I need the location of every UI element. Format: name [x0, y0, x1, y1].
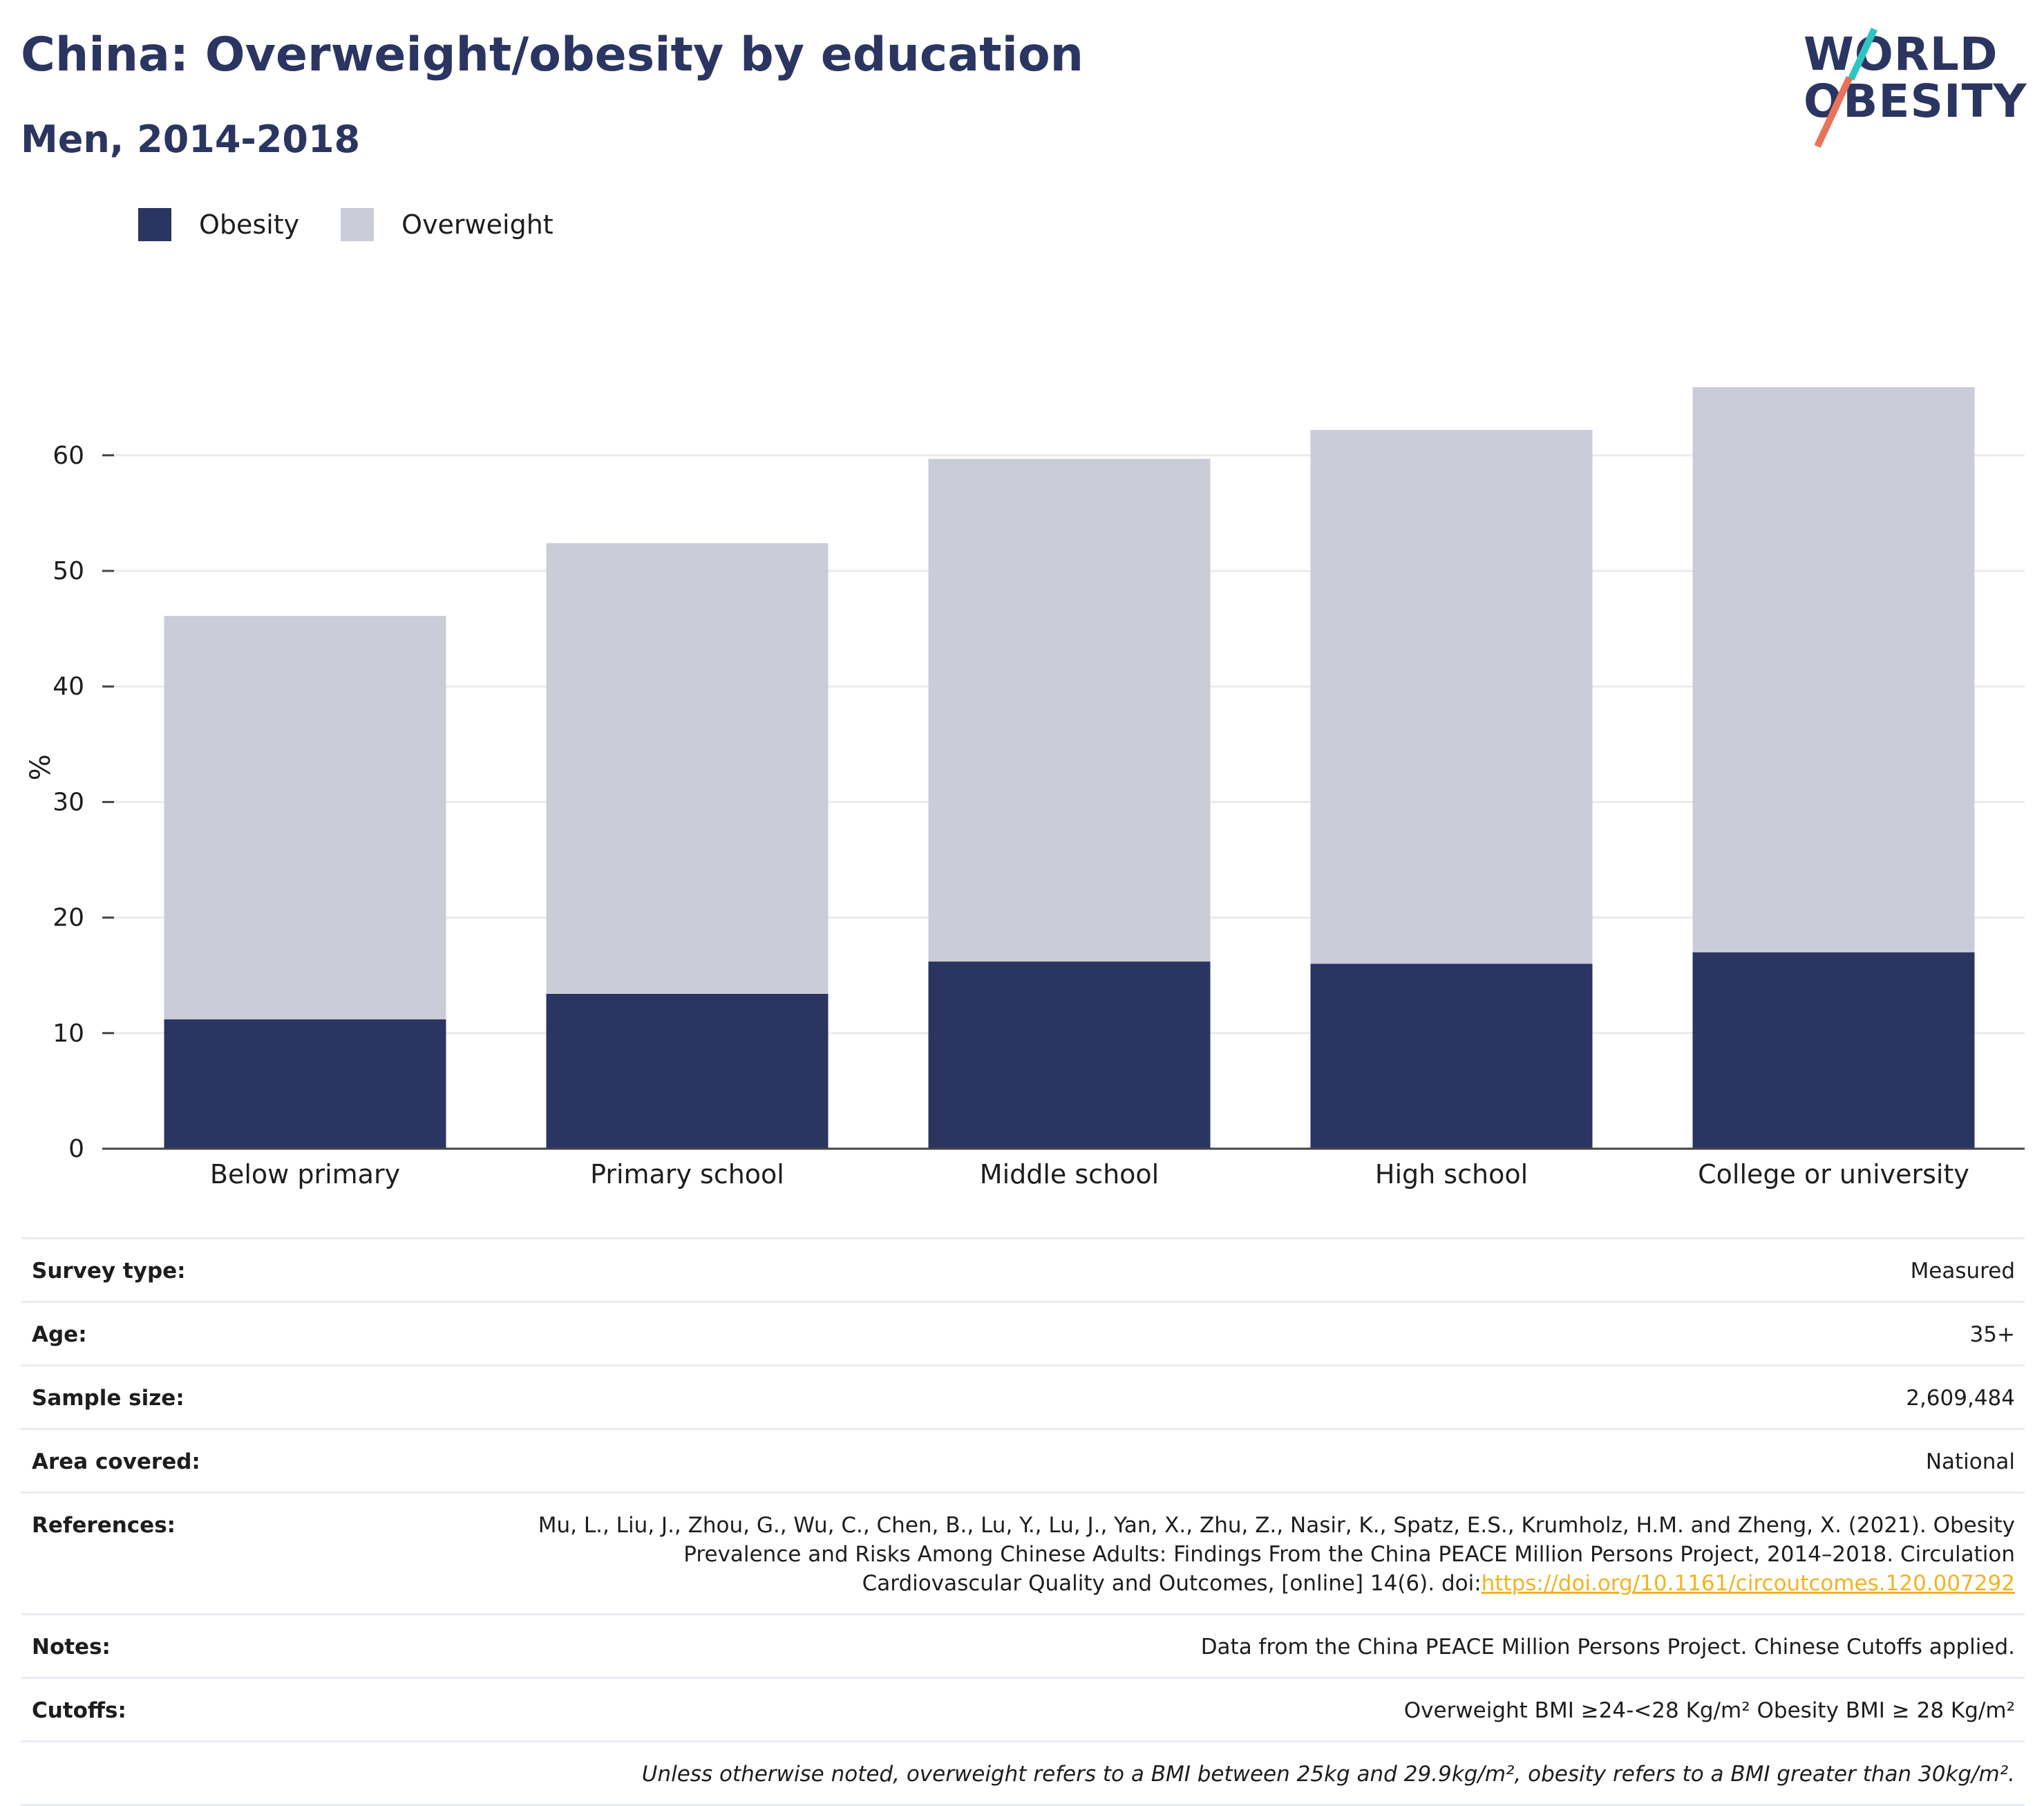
info-row-cutoffs: Cutoffs: Overweight BMI ≥24-<28 Kg/m² Ob…: [21, 1677, 2025, 1740]
info-key: Age:: [32, 1322, 87, 1347]
info-key: Survey type:: [32, 1259, 186, 1283]
bar-obesity-college-or-university: [1692, 952, 1975, 1149]
info-value: 2,609,484: [1906, 1386, 2015, 1411]
references-text: Mu, L., Liu, J., Zhou, G., Wu, C., Chen,…: [322, 1511, 2015, 1598]
info-key: Sample size:: [32, 1386, 184, 1411]
chart-legend: Obesity Overweight: [138, 207, 595, 242]
info-row-sample-size: Sample size: 2,609,484: [21, 1364, 2025, 1428]
y-tick-label: 20: [53, 904, 84, 932]
x-tick-label: High school: [1375, 1159, 1528, 1189]
bar-overweight-middle-school: [928, 458, 1211, 962]
bar-obesity-below-primary: [164, 1019, 446, 1149]
y-tick-label: 40: [53, 672, 84, 701]
survey-info-table: Survey type: Measured Age: 35+ Sample si…: [21, 1237, 2025, 1806]
y-tick-label: 0: [68, 1135, 84, 1163]
chart-title: China: Overweight/obesity by education: [21, 28, 1084, 82]
logo-text-world: WORLD: [1804, 28, 1998, 81]
references-line-3: Cardiovascular Quality and Outcomes, [on…: [862, 1571, 1482, 1596]
info-key: Area covered:: [32, 1449, 200, 1474]
x-tick-label: College or university: [1698, 1159, 1969, 1189]
y-tick-label: 60: [53, 442, 84, 470]
chart-subtitle: Men, 2014-2018: [21, 117, 361, 161]
bar-obesity-middle-school: [928, 961, 1211, 1149]
info-key: Cutoffs:: [32, 1698, 126, 1723]
bar-obesity-high-school: [1310, 963, 1593, 1149]
info-value: National: [1925, 1449, 2015, 1474]
info-row-notes: Notes: Data from the China PEACE Million…: [21, 1613, 2025, 1677]
legend-label-obesity: Obesity: [199, 209, 300, 240]
legend-item-obesity[interactable]: Obesity: [138, 208, 299, 241]
references-doi-link[interactable]: https://doi.org/10.1161/circoutcomes.120…: [1481, 1571, 2015, 1596]
info-row-age: Age: 35+: [21, 1301, 2025, 1364]
bar-overweight-below-primary: [164, 616, 446, 1019]
info-row-survey-type: Survey type: Measured: [21, 1237, 2025, 1301]
x-tick-label: Below primary: [210, 1159, 400, 1189]
info-key: Notes:: [32, 1635, 111, 1659]
info-key: References:: [32, 1513, 176, 1538]
world-obesity-logo: WORLD OBESITY: [1804, 28, 2032, 148]
y-axis-label: %: [25, 754, 57, 780]
bar-obesity-primary-school: [546, 993, 829, 1149]
footnote: Unless otherwise noted, overweight refer…: [21, 1740, 2025, 1806]
x-tick-label: Middle school: [980, 1159, 1159, 1189]
stacked-bar-chart: 0 10 20 30 40 50 60% Below primary Primary schoo…: [25, 387, 2025, 1189]
legend-item-overweight[interactable]: Overweight: [341, 208, 553, 241]
bar-overweight-college-or-university: [1692, 387, 1975, 952]
info-value: Data from the China PEACE Million Person…: [1200, 1635, 2015, 1659]
info-row-area-covered: Area covered: National: [21, 1428, 2025, 1492]
info-row-references: References: Mu, L., Liu, J., Zhou, G., W…: [21, 1492, 2025, 1613]
info-value: Overweight BMI ≥24-<28 Kg/m² Obesity BMI…: [1403, 1698, 2015, 1723]
legend-swatch-obesity: [138, 208, 171, 241]
legend-label-overweight: Overweight: [401, 209, 553, 240]
info-value: Measured: [1910, 1259, 2015, 1283]
legend-swatch-overweight: [341, 208, 375, 241]
x-tick-label: Primary school: [590, 1159, 784, 1189]
references-line-2: Prevalence and Risks Among Chinese Adult…: [683, 1542, 2015, 1567]
y-tick-label: 30: [53, 788, 84, 816]
info-value: 35+: [1969, 1322, 2015, 1347]
y-tick-label: 50: [53, 557, 84, 585]
y-tick-label: 10: [53, 1019, 84, 1048]
references-line-1: Mu, L., Liu, J., Zhou, G., Wu, C., Chen,…: [538, 1513, 2015, 1538]
bar-overweight-high-school: [1310, 430, 1593, 964]
bar-overweight-primary-school: [546, 543, 829, 994]
